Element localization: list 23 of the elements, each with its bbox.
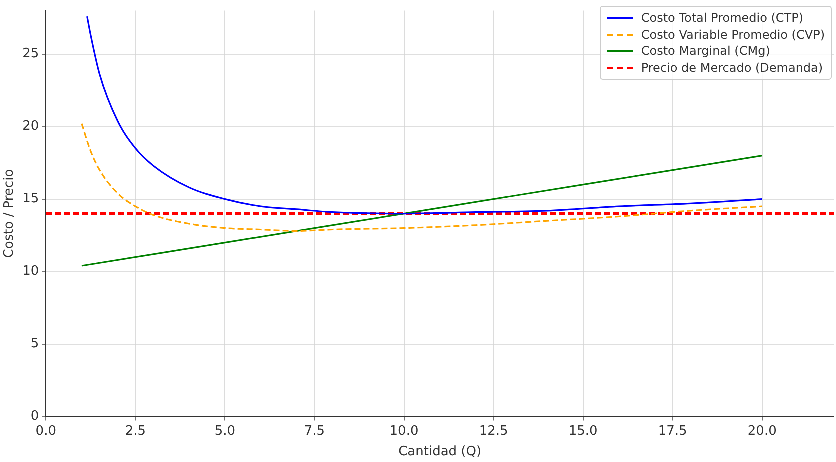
legend-label: Costo Total Promedio (CTP): [641, 11, 804, 26]
x-tick-label: 15.0: [568, 424, 598, 439]
x-tick-label: 17.5: [658, 424, 688, 439]
x-tick-label: 0.0: [36, 424, 56, 439]
line-series: [81, 123, 764, 232]
y-tick-label: 25: [22, 46, 40, 62]
x-tick-label: 12.5: [479, 424, 508, 439]
y-axis-title: Costo / Precio: [2, 169, 18, 258]
y-tick-label: 20: [22, 119, 40, 134]
y-tick-label: 15: [22, 192, 40, 207]
x-tick-label: 7.5: [304, 424, 326, 439]
x-axis-title: Cantidad (Q): [398, 444, 482, 460]
y-tick-label: 10: [22, 264, 40, 280]
x-tick-label: 2.5: [125, 424, 146, 439]
line-series: [81, 155, 764, 267]
y-tick-label: 0: [30, 409, 40, 424]
x-tick-label: 20.0: [748, 424, 777, 439]
legend-label: Precio de Mercado (Demanda): [641, 60, 824, 75]
y-tick-label: 5: [30, 336, 40, 352]
legend-label: Costo Marginal (CMg): [641, 44, 770, 58]
x-tick-label: 10.0: [390, 424, 419, 439]
legend-label: Costo Variable Promedio (CVP): [641, 28, 825, 42]
x-tick-label: 5.0: [214, 424, 236, 439]
